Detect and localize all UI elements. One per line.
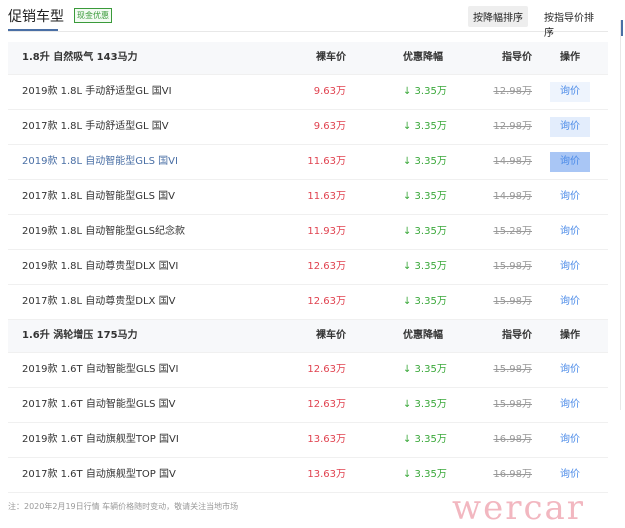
net-price: 12.63万: [307, 261, 346, 272]
model-name[interactable]: 2017款 1.6T 自动旗舰型TOP 国V: [22, 469, 176, 480]
guide-price: 16.98万: [493, 434, 532, 445]
cash-discount-badge: 现金优惠: [74, 8, 112, 23]
inquire-button[interactable]: 询价: [560, 296, 580, 307]
inquire-button[interactable]: 询价: [560, 469, 580, 480]
inquire-button[interactable]: 询价: [550, 152, 590, 172]
group-header: 1.8升 自然吸气 143马力 裸车价 优惠降幅 指导价 操作: [8, 42, 608, 75]
model-name[interactable]: 2017款 1.6T 自动智能型GLS 国V: [22, 399, 176, 410]
net-price: 12.63万: [307, 364, 346, 375]
model-name[interactable]: 2019款 1.6T 自动智能型GLS 国VI: [22, 364, 179, 375]
net-price: 11.63万: [307, 156, 346, 167]
table-row[interactable]: 2019款 1.8L 手动舒适型GL 国VI 9.63万 ↓ 3.35万 12.…: [8, 75, 608, 110]
guide-price: 15.28万: [493, 226, 532, 237]
model-name[interactable]: 2017款 1.8L 自动智能型GLS 国V: [22, 191, 175, 202]
table-row[interactable]: 2017款 1.8L 自动智能型GLS 国V 11.63万 ↓ 3.35万 14…: [8, 180, 608, 215]
inquire-button[interactable]: 询价: [560, 226, 580, 237]
group-label: 1.6升 涡轮增压 175马力: [22, 330, 138, 341]
sort-by-guide-price-button[interactable]: 按指导价排序: [544, 13, 594, 39]
sort-by-discount-button[interactable]: 按降幅排序: [468, 6, 528, 27]
net-price: 13.63万: [307, 469, 346, 480]
col-discount: 优惠降幅: [403, 52, 443, 63]
inquire-button[interactable]: 询价: [560, 434, 580, 445]
section-header: 促销车型 现金优惠 按降幅排序 按指导价排序: [8, 0, 608, 39]
model-name[interactable]: 2017款 1.8L 自动尊贵型DLX 国V: [22, 296, 176, 307]
group-label: 1.8升 自然吸气 143马力: [22, 52, 138, 63]
discount: ↓ 3.35万: [403, 399, 447, 410]
discount: ↓ 3.35万: [403, 226, 447, 237]
guide-price: 16.98万: [493, 469, 532, 480]
table-row[interactable]: 2017款 1.6T 自动智能型GLS 国V 12.63万 ↓ 3.35万 15…: [8, 388, 608, 423]
net-price: 11.93万: [307, 226, 346, 237]
table-row[interactable]: 2017款 1.6T 自动旗舰型TOP 国V 13.63万 ↓ 3.35万 16…: [8, 458, 608, 493]
discount: ↓ 3.35万: [403, 191, 447, 202]
section-title: 促销车型: [8, 9, 64, 25]
discount: ↓ 3.35万: [403, 156, 447, 167]
net-price: 9.63万: [313, 86, 346, 97]
net-price: 11.63万: [307, 191, 346, 202]
model-name[interactable]: 2019款 1.8L 自动智能型GLS纪念款: [22, 226, 185, 237]
table-row[interactable]: 2019款 1.8L 自动智能型GLS 国VI 11.63万 ↓ 3.35万 1…: [8, 145, 608, 180]
col-action: 操作: [560, 52, 580, 63]
guide-price: 12.98万: [493, 86, 532, 97]
col-guide: 指导价: [502, 52, 532, 63]
scrollbar[interactable]: [620, 20, 624, 410]
group-header: 1.6升 涡轮增压 175马力 裸车价 优惠降幅 指导价 操作: [8, 320, 608, 353]
discount: ↓ 3.35万: [403, 434, 447, 445]
model-name[interactable]: 2019款 1.8L 手动舒适型GL 国VI: [22, 86, 172, 97]
guide-price: 14.98万: [493, 156, 532, 167]
discount: ↓ 3.35万: [403, 364, 447, 375]
table-row[interactable]: 2019款 1.6T 自动智能型GLS 国VI 12.63万 ↓ 3.35万 1…: [8, 353, 608, 388]
net-price: 12.63万: [307, 296, 346, 307]
table-row[interactable]: 2019款 1.8L 自动尊贵型DLX 国VI 12.63万 ↓ 3.35万 1…: [8, 250, 608, 285]
guide-price: 15.98万: [493, 261, 532, 272]
footnote: 注：2020年2月19日行情 车辆价格随时变动，敬请关注当地市场: [8, 502, 239, 511]
model-name[interactable]: 2019款 1.6T 自动旗舰型TOP 国VI: [22, 434, 179, 445]
inquire-button[interactable]: 询价: [550, 117, 590, 137]
inquire-button[interactable]: 询价: [550, 82, 590, 102]
watermark: wercar: [452, 488, 586, 528]
table-row[interactable]: 2017款 1.8L 自动尊贵型DLX 国V 12.63万 ↓ 3.35万 15…: [8, 285, 608, 320]
discount: ↓ 3.35万: [403, 296, 447, 307]
discount: ↓ 3.35万: [403, 121, 447, 132]
guide-price: 12.98万: [493, 121, 532, 132]
col-guide: 指导价: [502, 330, 532, 341]
guide-price: 15.98万: [493, 364, 532, 375]
title-underline: [8, 29, 58, 31]
discount: ↓ 3.35万: [403, 469, 447, 480]
guide-price: 15.98万: [493, 296, 532, 307]
net-price: 12.63万: [307, 399, 346, 410]
table-row[interactable]: 2019款 1.6T 自动旗舰型TOP 国VI 13.63万 ↓ 3.35万 1…: [8, 423, 608, 458]
table-row[interactable]: 2017款 1.8L 手动舒适型GL 国V 9.63万 ↓ 3.35万 12.9…: [8, 110, 608, 145]
net-price: 13.63万: [307, 434, 346, 445]
inquire-button[interactable]: 询价: [560, 364, 580, 375]
inquire-button[interactable]: 询价: [560, 399, 580, 410]
col-action: 操作: [560, 330, 580, 341]
col-price: 裸车价: [316, 330, 346, 341]
inquire-button[interactable]: 询价: [560, 261, 580, 272]
guide-price: 15.98万: [493, 399, 532, 410]
model-name[interactable]: 2019款 1.8L 自动智能型GLS 国VI: [22, 156, 178, 167]
col-price: 裸车价: [316, 52, 346, 63]
table-row[interactable]: 2019款 1.8L 自动智能型GLS纪念款 11.93万 ↓ 3.35万 15…: [8, 215, 608, 250]
model-name[interactable]: 2019款 1.8L 自动尊贵型DLX 国VI: [22, 261, 179, 272]
col-discount: 优惠降幅: [403, 330, 443, 341]
inquire-button[interactable]: 询价: [560, 191, 580, 202]
guide-price: 14.98万: [493, 191, 532, 202]
discount: ↓ 3.35万: [403, 86, 447, 97]
net-price: 9.63万: [313, 121, 346, 132]
model-name[interactable]: 2017款 1.8L 手动舒适型GL 国V: [22, 121, 169, 132]
discount: ↓ 3.35万: [403, 261, 447, 272]
promo-table: 1.8升 自然吸气 143马力 裸车价 优惠降幅 指导价 操作 2019款 1.…: [8, 42, 608, 493]
